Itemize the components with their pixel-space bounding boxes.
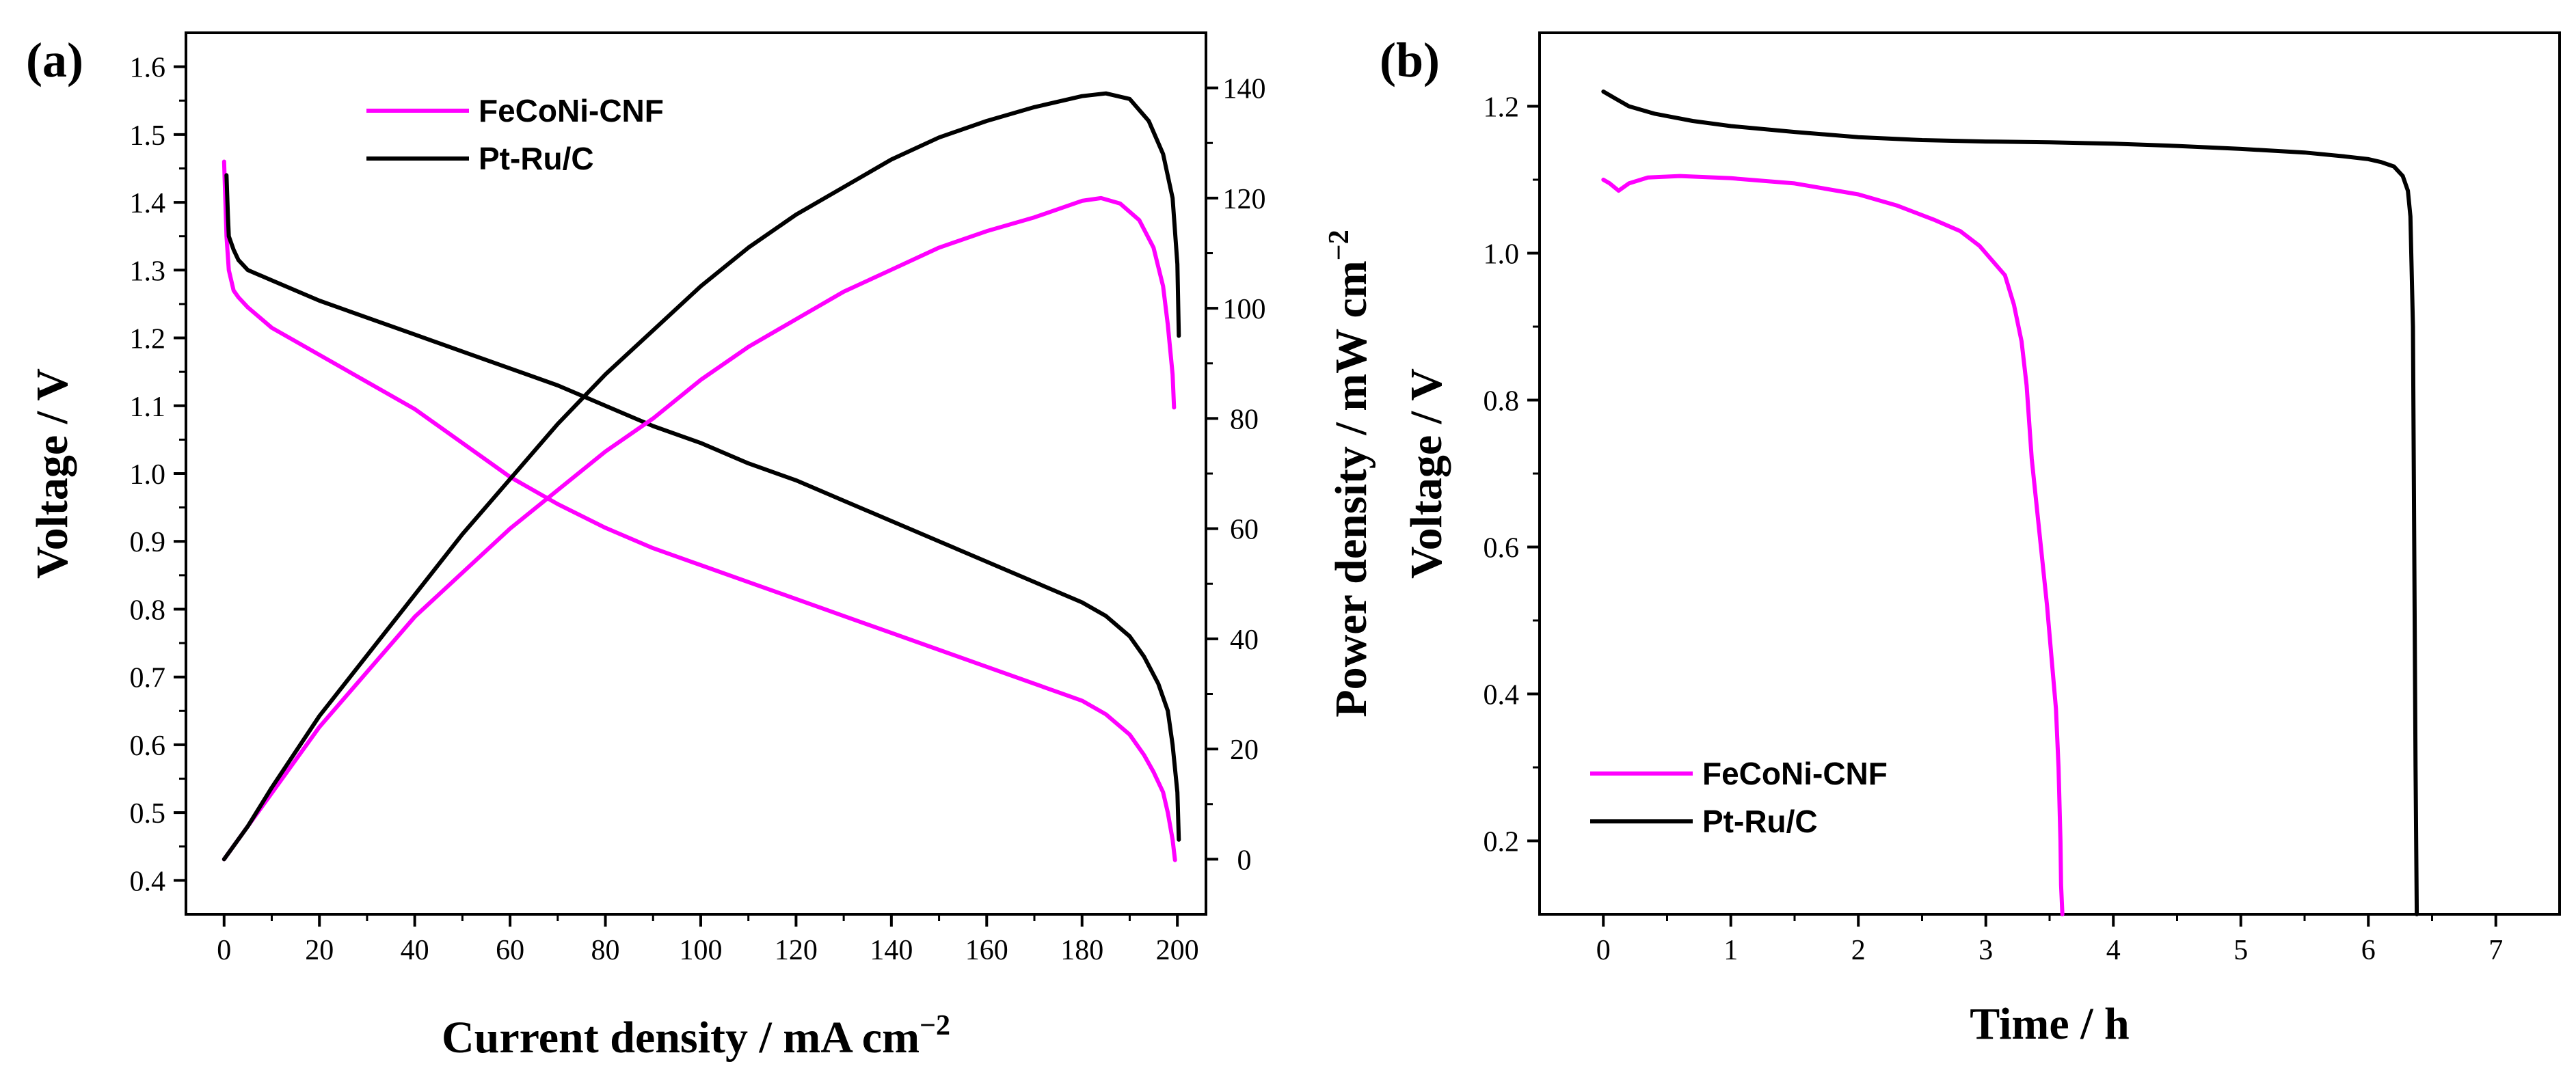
y-tick-label: 1.5 bbox=[130, 120, 166, 152]
y-tick-label: 0.5 bbox=[130, 798, 166, 830]
series-line-pt-ru-c bbox=[1601, 90, 2419, 916]
x-tick-label: 7 bbox=[2488, 935, 2503, 966]
x-tick-label: 140 bbox=[870, 935, 913, 966]
panel-a-x-ticks: 0 20 40 60 80 100 120 140 160 180 200 bbox=[217, 914, 1199, 966]
panel-b-plot-frame bbox=[1538, 31, 2561, 916]
y-tick-label: 1.2 bbox=[130, 324, 166, 355]
y2-tick-label: 100 bbox=[1223, 294, 1266, 325]
y-tick-label: 0.2 bbox=[1484, 827, 1520, 858]
panel-b-label: (b) bbox=[1380, 33, 1440, 87]
x-tick-label: 200 bbox=[1156, 935, 1199, 966]
panel-b-chart: (b) 0 1 2 3 4 5 6 7 0.2 0.4 0.6 0.8 1.0 1.2 Time / h… bbox=[1380, 31, 2561, 1049]
y-tick-label: 1.6 bbox=[130, 53, 166, 84]
y-tick-label: 0.6 bbox=[130, 730, 166, 762]
x-tick-label: 0 bbox=[217, 935, 231, 966]
x-tick-label: 100 bbox=[679, 935, 722, 966]
panel-b-legend: FeCoNi-CNF Pt-Ru/C bbox=[1590, 756, 1888, 839]
y2-tick-label: 60 bbox=[1230, 515, 1259, 546]
legend-label: Pt-Ru/C bbox=[479, 141, 594, 176]
x-tick-label: 5 bbox=[2233, 935, 2248, 966]
y-tick-label: 0.9 bbox=[130, 527, 166, 558]
panel-b-y-ticks: 0.2 0.4 0.6 0.8 1.0 1.2 bbox=[1484, 92, 1540, 858]
panel-a-series bbox=[222, 91, 1181, 862]
y-tick-label: 0.4 bbox=[1484, 680, 1520, 711]
y-tick-label: 0.6 bbox=[1484, 533, 1520, 564]
legend-label: Pt-Ru/C bbox=[1702, 804, 1818, 839]
x-tick-label: 4 bbox=[2106, 935, 2121, 966]
y2-tick-label: 140 bbox=[1223, 74, 1266, 105]
series-line-feconi-cnf-right bbox=[222, 195, 1177, 862]
y-tick-label: 1.2 bbox=[1484, 92, 1520, 124]
series-line-pt-ru-c-right bbox=[222, 91, 1181, 862]
panel-a-y2-axis-label-sup: −2 bbox=[1324, 230, 1355, 260]
series-line-pt-ru-c-left bbox=[224, 173, 1181, 842]
panel-a-y2-axis-label: Power density / mW cm−2 bbox=[1324, 230, 1376, 717]
panel-a-y-axis-label: Voltage / V bbox=[27, 368, 77, 579]
y-tick-label: 1.1 bbox=[130, 392, 166, 423]
x-tick-label: 60 bbox=[496, 935, 524, 966]
y-tick-label: 0.8 bbox=[1484, 386, 1520, 418]
x-tick-label: 2 bbox=[1851, 935, 1866, 966]
y-tick-label: 1.0 bbox=[130, 459, 166, 491]
panel-b-x-axis-label: Time / h bbox=[1970, 999, 2129, 1049]
panel-b-series bbox=[1601, 90, 2419, 916]
panel-a-y2-axis-label-text: Power density / mW cm bbox=[1326, 260, 1376, 717]
y-tick-label: 1.4 bbox=[130, 188, 166, 219]
panel-a-plot-frame bbox=[185, 31, 1207, 916]
x-tick-label: 120 bbox=[775, 935, 818, 966]
x-tick-label: 20 bbox=[305, 935, 334, 966]
panel-a-y-ticks: 0.4 0.5 0.6 0.7 0.8 0.9 1.0 1.1 1.2 1.3 1.4 1.5 1.6 bbox=[130, 53, 186, 897]
y-tick-label: 0.8 bbox=[130, 594, 166, 626]
panel-a-label: (a) bbox=[26, 33, 83, 87]
panel-a-y2-ticks: 0 20 40 60 80 100 120 140 bbox=[1206, 74, 1266, 876]
panel-a-x-axis-label-sup: −2 bbox=[920, 1010, 950, 1041]
y-tick-label: 1.0 bbox=[1484, 239, 1520, 271]
legend-label: FeCoNi-CNF bbox=[479, 93, 664, 128]
y-tick-label: 1.3 bbox=[130, 256, 166, 287]
x-tick-label: 0 bbox=[1596, 935, 1611, 966]
x-tick-label: 180 bbox=[1060, 935, 1103, 966]
series-line-feconi-cnf bbox=[1601, 174, 2065, 916]
legend-label: FeCoNi-CNF bbox=[1702, 756, 1888, 791]
y-tick-label: 0.7 bbox=[130, 663, 166, 694]
x-tick-label: 80 bbox=[591, 935, 620, 966]
x-tick-label: 6 bbox=[2361, 935, 2376, 966]
y2-tick-label: 80 bbox=[1230, 404, 1259, 435]
y2-tick-label: 0 bbox=[1237, 845, 1252, 876]
y2-tick-label: 40 bbox=[1230, 625, 1259, 656]
series-line-feconi-cnf-left bbox=[222, 159, 1177, 862]
x-tick-label: 1 bbox=[1723, 935, 1738, 966]
x-tick-label: 3 bbox=[1978, 935, 1993, 966]
y2-tick-label: 120 bbox=[1223, 184, 1266, 215]
panel-b-x-ticks: 0 1 2 3 4 5 6 7 bbox=[1596, 914, 2503, 966]
panel-b-y-axis-label: Voltage / V bbox=[1401, 368, 1451, 579]
x-tick-label: 40 bbox=[401, 935, 429, 966]
y-tick-label: 0.4 bbox=[130, 866, 166, 897]
x-tick-label: 160 bbox=[965, 935, 1008, 966]
panel-a-legend: FeCoNi-CNF Pt-Ru/C bbox=[366, 93, 664, 176]
panel-a-x-axis-label-text: Current density / mA cm bbox=[442, 1013, 920, 1063]
panel-a-x-axis-label: Current density / mA cm−2 bbox=[442, 1010, 950, 1063]
y2-tick-label: 20 bbox=[1230, 735, 1259, 766]
panel-a-chart: (a) 0 20 40 60 80 100 120 140 160 180 200 0.40.50.… bbox=[26, 31, 1376, 1063]
